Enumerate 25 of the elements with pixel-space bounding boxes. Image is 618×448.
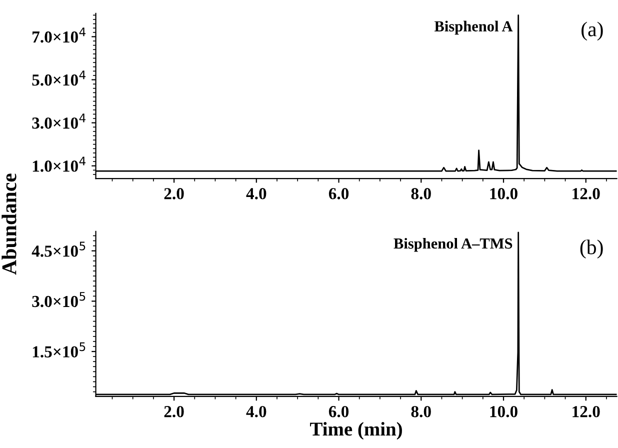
- y-axis-title: Abundance: [2, 174, 16, 275]
- x-tick-label: 8.0: [411, 188, 431, 200]
- x-tick-label: 4.0: [246, 188, 266, 200]
- annotation: Bisphenol A–TMS: [394, 238, 512, 252]
- y-tick-label: 4.5×10$^{5}$: [32, 242, 86, 257]
- x-tick-label: 12.0: [572, 188, 600, 200]
- annotation: (b): [580, 240, 603, 259]
- x-axis-title: Time (min): [310, 422, 402, 440]
- annotation: Bisphenol A: [434, 20, 513, 35]
- y-tick-label: 7.0×10$^{4}$: [32, 28, 86, 43]
- y-tick-label: 1.0×10$^{4}$: [32, 156, 86, 172]
- y-tick-label: 5.0×10$^{4}$: [32, 70, 86, 86]
- x-tick-label: 6.0: [328, 188, 349, 200]
- annotation: (a): [582, 22, 603, 41]
- x-tick-label: 2.0: [164, 188, 184, 200]
- x-tick-label: 4.0: [246, 406, 266, 418]
- x-tick-label: 10.0: [490, 406, 518, 418]
- x-tick-label: 2.0: [164, 406, 184, 418]
- y-tick-label: 3.0×10$^{5}$: [32, 292, 86, 308]
- y-tick-label: 1.5×10$^{5}$: [32, 342, 86, 358]
- y-tick-label: 3.0×10$^{4}$: [32, 114, 86, 129]
- x-tick-label: 10.0: [490, 188, 518, 200]
- x-tick-label: 12.0: [572, 406, 600, 418]
- x-tick-label: 8.0: [411, 406, 431, 418]
- x-tick-label: 6.0: [328, 406, 349, 418]
